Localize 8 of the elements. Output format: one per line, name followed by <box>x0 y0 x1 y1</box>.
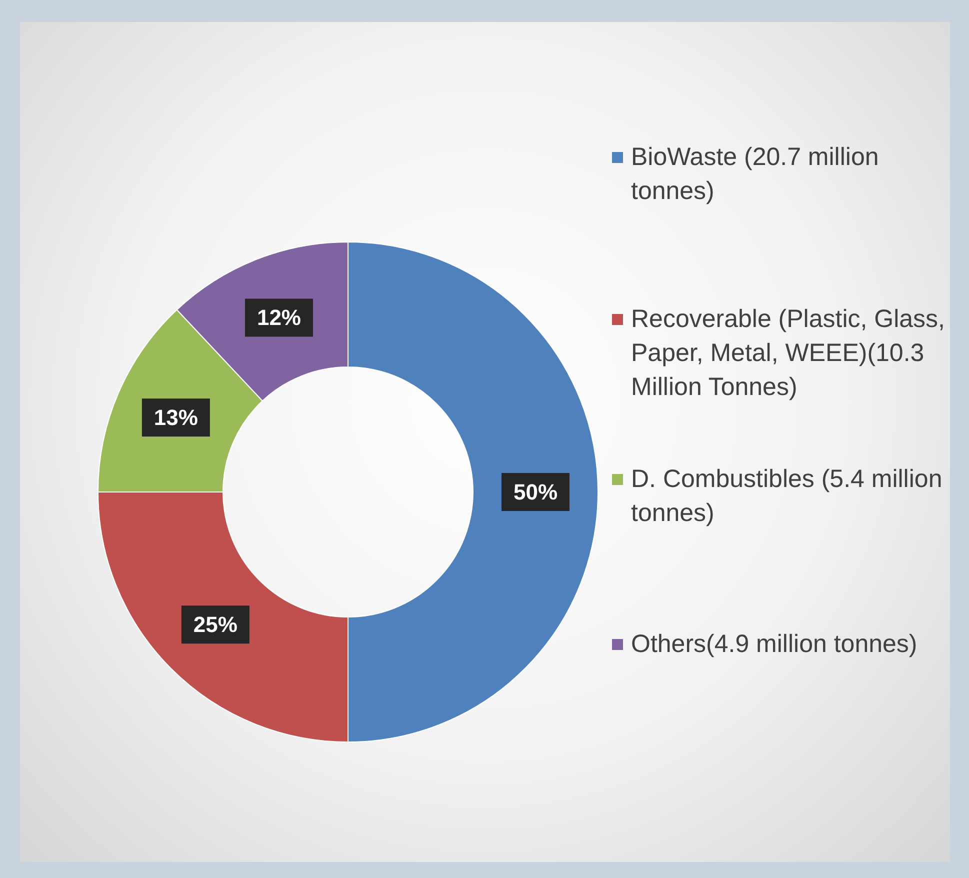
data-label: 13% <box>154 405 198 430</box>
legend-label: Others(4.9 million tonnes) <box>631 629 918 660</box>
data-label: 50% <box>513 480 558 504</box>
legend-label: Recoverable (Plastic, Glass, Paper, Metal, WEEE)(10.3 Million Tonnes) <box>631 304 946 403</box>
data-label: 12% <box>256 305 301 330</box>
legend-label: BioWaste (20.7 million tonnes) <box>631 142 880 207</box>
legend-label: D. Combustibles (5.4 million tonnes) <box>631 464 944 529</box>
data-label: 25% <box>193 612 238 638</box>
